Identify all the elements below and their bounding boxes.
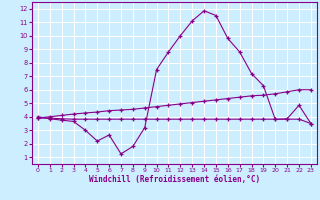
X-axis label: Windchill (Refroidissement éolien,°C): Windchill (Refroidissement éolien,°C) — [89, 175, 260, 184]
